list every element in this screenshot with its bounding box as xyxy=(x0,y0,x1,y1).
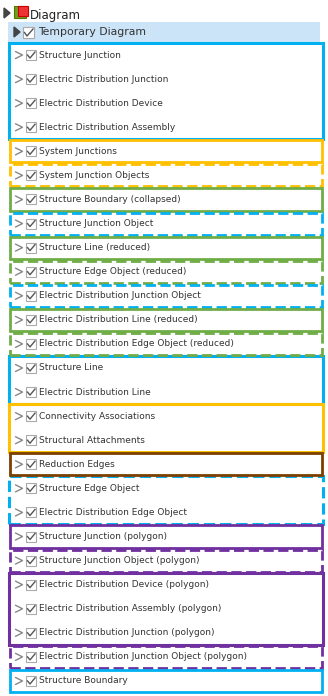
Text: Electric Distribution Device: Electric Distribution Device xyxy=(39,99,163,108)
Text: Electric Distribution Device (polygon): Electric Distribution Device (polygon) xyxy=(39,580,209,590)
Bar xyxy=(26,603,36,614)
Text: Structure Junction: Structure Junction xyxy=(39,51,121,60)
Bar xyxy=(26,122,36,132)
Bar xyxy=(26,74,36,84)
Bar xyxy=(26,291,36,301)
Bar xyxy=(10,550,322,571)
Bar xyxy=(26,171,36,180)
Bar xyxy=(10,237,322,259)
Text: Structure Line (reduced): Structure Line (reduced) xyxy=(39,243,150,252)
Bar xyxy=(26,194,36,205)
Text: Structure Junction (polygon): Structure Junction (polygon) xyxy=(39,532,167,541)
Polygon shape xyxy=(14,27,20,37)
Bar xyxy=(10,333,322,355)
Bar xyxy=(10,285,322,307)
Text: Structure Junction Object: Structure Junction Object xyxy=(39,219,154,228)
Bar xyxy=(14,6,26,18)
Text: Structure Edge Object: Structure Edge Object xyxy=(39,484,139,493)
Bar xyxy=(26,628,36,638)
Bar xyxy=(10,646,322,668)
Text: Structural Attachments: Structural Attachments xyxy=(39,436,145,445)
Bar xyxy=(26,315,36,325)
Polygon shape xyxy=(4,8,10,18)
Text: Structure Junction Object (polygon): Structure Junction Object (polygon) xyxy=(39,556,199,565)
Text: Connectivity Associations: Connectivity Associations xyxy=(39,411,155,420)
Text: Structure Line: Structure Line xyxy=(39,363,103,372)
Text: Electric Distribution Edge Object (reduced): Electric Distribution Edge Object (reduc… xyxy=(39,340,234,349)
Bar xyxy=(10,670,322,692)
Text: Electric Distribution Edge Object: Electric Distribution Edge Object xyxy=(39,508,187,517)
Bar xyxy=(26,98,36,108)
Bar xyxy=(26,483,36,493)
Bar xyxy=(26,219,36,228)
Bar xyxy=(26,267,36,277)
Text: Diagram: Diagram xyxy=(30,8,81,22)
Text: Electric Distribution Junction Object: Electric Distribution Junction Object xyxy=(39,292,201,300)
Bar xyxy=(10,261,322,283)
Text: Temporary Diagram: Temporary Diagram xyxy=(38,27,146,37)
Bar xyxy=(26,411,36,421)
Bar xyxy=(23,27,34,38)
Bar xyxy=(26,555,36,566)
Text: Reduction Edges: Reduction Edges xyxy=(39,460,115,469)
Text: Electric Distribution Line: Electric Distribution Line xyxy=(39,388,151,397)
Bar xyxy=(10,164,322,187)
Bar xyxy=(9,43,323,139)
Bar xyxy=(26,580,36,590)
Bar xyxy=(26,652,36,662)
Text: System Junction Objects: System Junction Objects xyxy=(39,171,149,180)
Bar xyxy=(9,476,323,525)
Bar xyxy=(26,676,36,686)
Bar xyxy=(26,532,36,541)
Bar xyxy=(26,339,36,349)
Bar xyxy=(26,363,36,373)
Text: Electric Distribution Assembly (polygon): Electric Distribution Assembly (polygon) xyxy=(39,604,221,613)
Bar xyxy=(10,212,322,235)
Bar xyxy=(8,22,320,42)
Text: Electric Distribution Junction (polygon): Electric Distribution Junction (polygon) xyxy=(39,628,215,638)
Text: System Junctions: System Junctions xyxy=(39,147,117,156)
Bar xyxy=(26,459,36,469)
Bar xyxy=(9,404,323,452)
Bar xyxy=(10,189,322,210)
Text: Electric Distribution Assembly: Electric Distribution Assembly xyxy=(39,122,175,132)
Bar xyxy=(26,387,36,397)
Bar xyxy=(9,573,323,645)
Bar xyxy=(18,6,28,16)
Bar xyxy=(10,453,322,475)
Bar xyxy=(10,141,322,162)
Bar xyxy=(26,507,36,517)
Bar xyxy=(26,50,36,60)
Text: Electric Distribution Junction Object (polygon): Electric Distribution Junction Object (p… xyxy=(39,652,247,661)
Bar xyxy=(10,309,322,331)
Bar xyxy=(10,525,322,548)
Text: Structure Edge Object (reduced): Structure Edge Object (reduced) xyxy=(39,267,186,276)
Text: Electric Distribution Line (reduced): Electric Distribution Line (reduced) xyxy=(39,315,198,324)
Bar xyxy=(9,356,323,404)
Bar xyxy=(26,243,36,253)
Text: Electric Distribution Junction: Electric Distribution Junction xyxy=(39,74,168,84)
Text: Structure Boundary: Structure Boundary xyxy=(39,677,128,686)
Text: Structure Boundary (collapsed): Structure Boundary (collapsed) xyxy=(39,195,181,204)
Bar xyxy=(26,435,36,445)
Bar xyxy=(26,146,36,157)
